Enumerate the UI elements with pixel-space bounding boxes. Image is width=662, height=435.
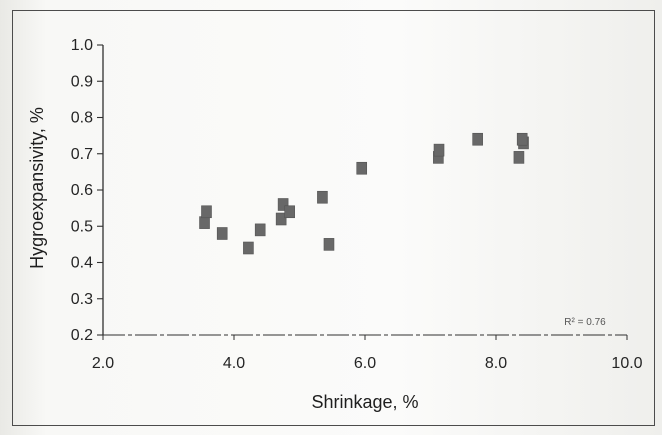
x-tick-label: 10.0 bbox=[611, 355, 642, 372]
data-point bbox=[317, 190, 328, 204]
chart-axes bbox=[102, 45, 627, 336]
data-point bbox=[516, 132, 528, 146]
y-tick-label: 0.6 bbox=[71, 182, 93, 199]
data-point bbox=[472, 132, 483, 146]
y-tick-label: 0.4 bbox=[71, 255, 93, 272]
data-point bbox=[275, 212, 287, 226]
y-tick-label: 0.5 bbox=[71, 218, 93, 235]
x-tick-label: 6.0 bbox=[354, 355, 376, 372]
data-point bbox=[277, 198, 289, 211]
x-tick-label: 2.0 bbox=[92, 355, 114, 372]
y-tick-label: 0.7 bbox=[71, 146, 93, 163]
data-point bbox=[356, 161, 368, 175]
y-tick-label: 0.8 bbox=[71, 110, 93, 127]
x-tick-label: 4.0 bbox=[223, 355, 245, 372]
y-tick-label: 1.0 bbox=[71, 37, 93, 54]
y-tick-label: 0.2 bbox=[71, 327, 93, 344]
x-axis-ticks: 2.0 4.0 6.0 8.0 10.0 bbox=[92, 335, 643, 372]
data-points bbox=[199, 132, 529, 255]
y-axis-ticks: 0.2 0.3 0.4 0.5 0.6 0.7 0.8 0.9 1.0 bbox=[71, 37, 103, 344]
data-point bbox=[254, 223, 266, 237]
chart-border bbox=[12, 10, 655, 426]
data-point bbox=[433, 143, 445, 157]
x-axis-title: Shrinkage, % bbox=[311, 392, 418, 412]
x-tick-label: 8.0 bbox=[485, 355, 507, 372]
data-point bbox=[513, 151, 525, 164]
y-axis-title: Hygroexpansivity, % bbox=[27, 107, 47, 269]
data-point bbox=[284, 205, 295, 219]
data-point bbox=[199, 216, 210, 229]
y-tick-label: 0.3 bbox=[71, 291, 93, 308]
data-point bbox=[201, 205, 212, 219]
data-point bbox=[243, 241, 254, 255]
data-point bbox=[216, 227, 228, 240]
r-squared-annotation: R² = 0.76 bbox=[564, 317, 606, 328]
y-tick-label: 0.9 bbox=[71, 73, 93, 90]
data-point bbox=[323, 238, 335, 251]
